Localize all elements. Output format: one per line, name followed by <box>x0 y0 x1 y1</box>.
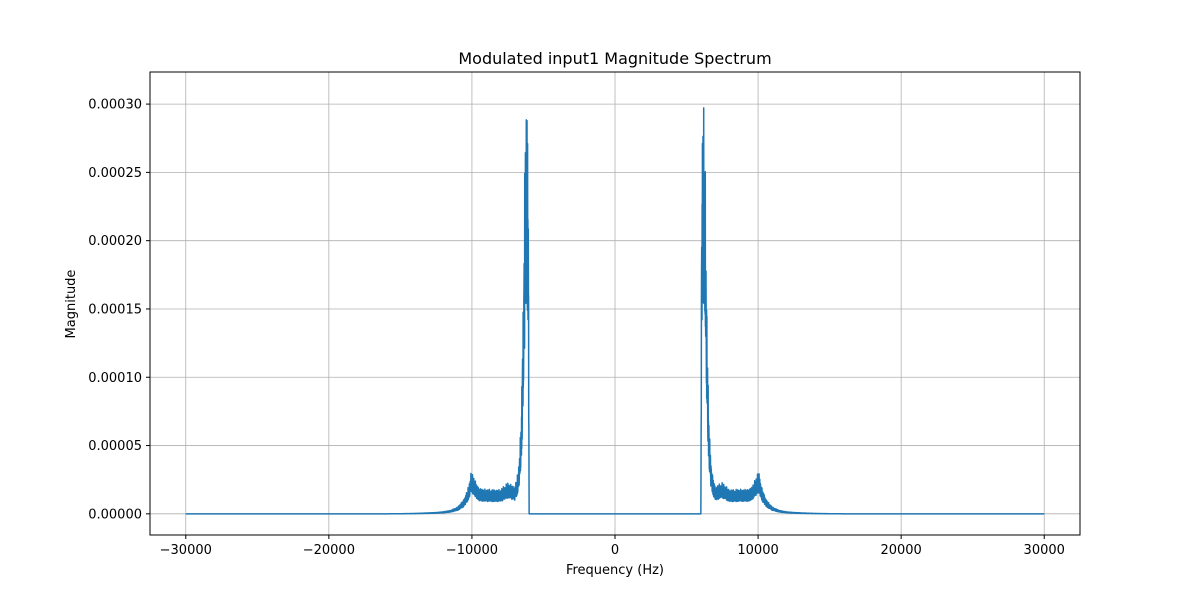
series-group <box>185 107 1045 515</box>
x-tick-label: 0 <box>611 543 619 558</box>
x-tick-label: 20000 <box>880 543 921 558</box>
grid-lines <box>150 72 1080 535</box>
x-axis-ticks: −30000 −20000 −10000 0 10000 20000 30000 <box>160 535 1065 558</box>
spectrum-line <box>185 107 1045 515</box>
x-tick-label: −30000 <box>160 543 212 558</box>
y-tick-label: 0.00030 <box>88 98 142 113</box>
x-tick-label: −20000 <box>303 543 355 558</box>
y-axis-label: Magnitude <box>64 270 79 339</box>
y-tick-label: 0.00010 <box>88 371 142 386</box>
y-tick-label: 0.00020 <box>88 234 142 249</box>
y-tick-label: 0.00000 <box>88 507 142 522</box>
y-tick-label: 0.00005 <box>88 439 142 454</box>
x-tick-label: 30000 <box>1024 543 1065 558</box>
x-tick-label: −10000 <box>446 543 498 558</box>
chart-title: Modulated input1 Magnitude Spectrum <box>458 49 771 68</box>
x-axis-label: Frequency (Hz) <box>566 563 664 578</box>
y-tick-label: 0.00025 <box>88 166 142 181</box>
y-tick-label: 0.00015 <box>88 302 142 317</box>
y-axis-ticks: 0.00000 0.00005 0.00010 0.00015 0.00020 0.000… <box>88 98 150 522</box>
x-tick-label: 10000 <box>737 543 778 558</box>
